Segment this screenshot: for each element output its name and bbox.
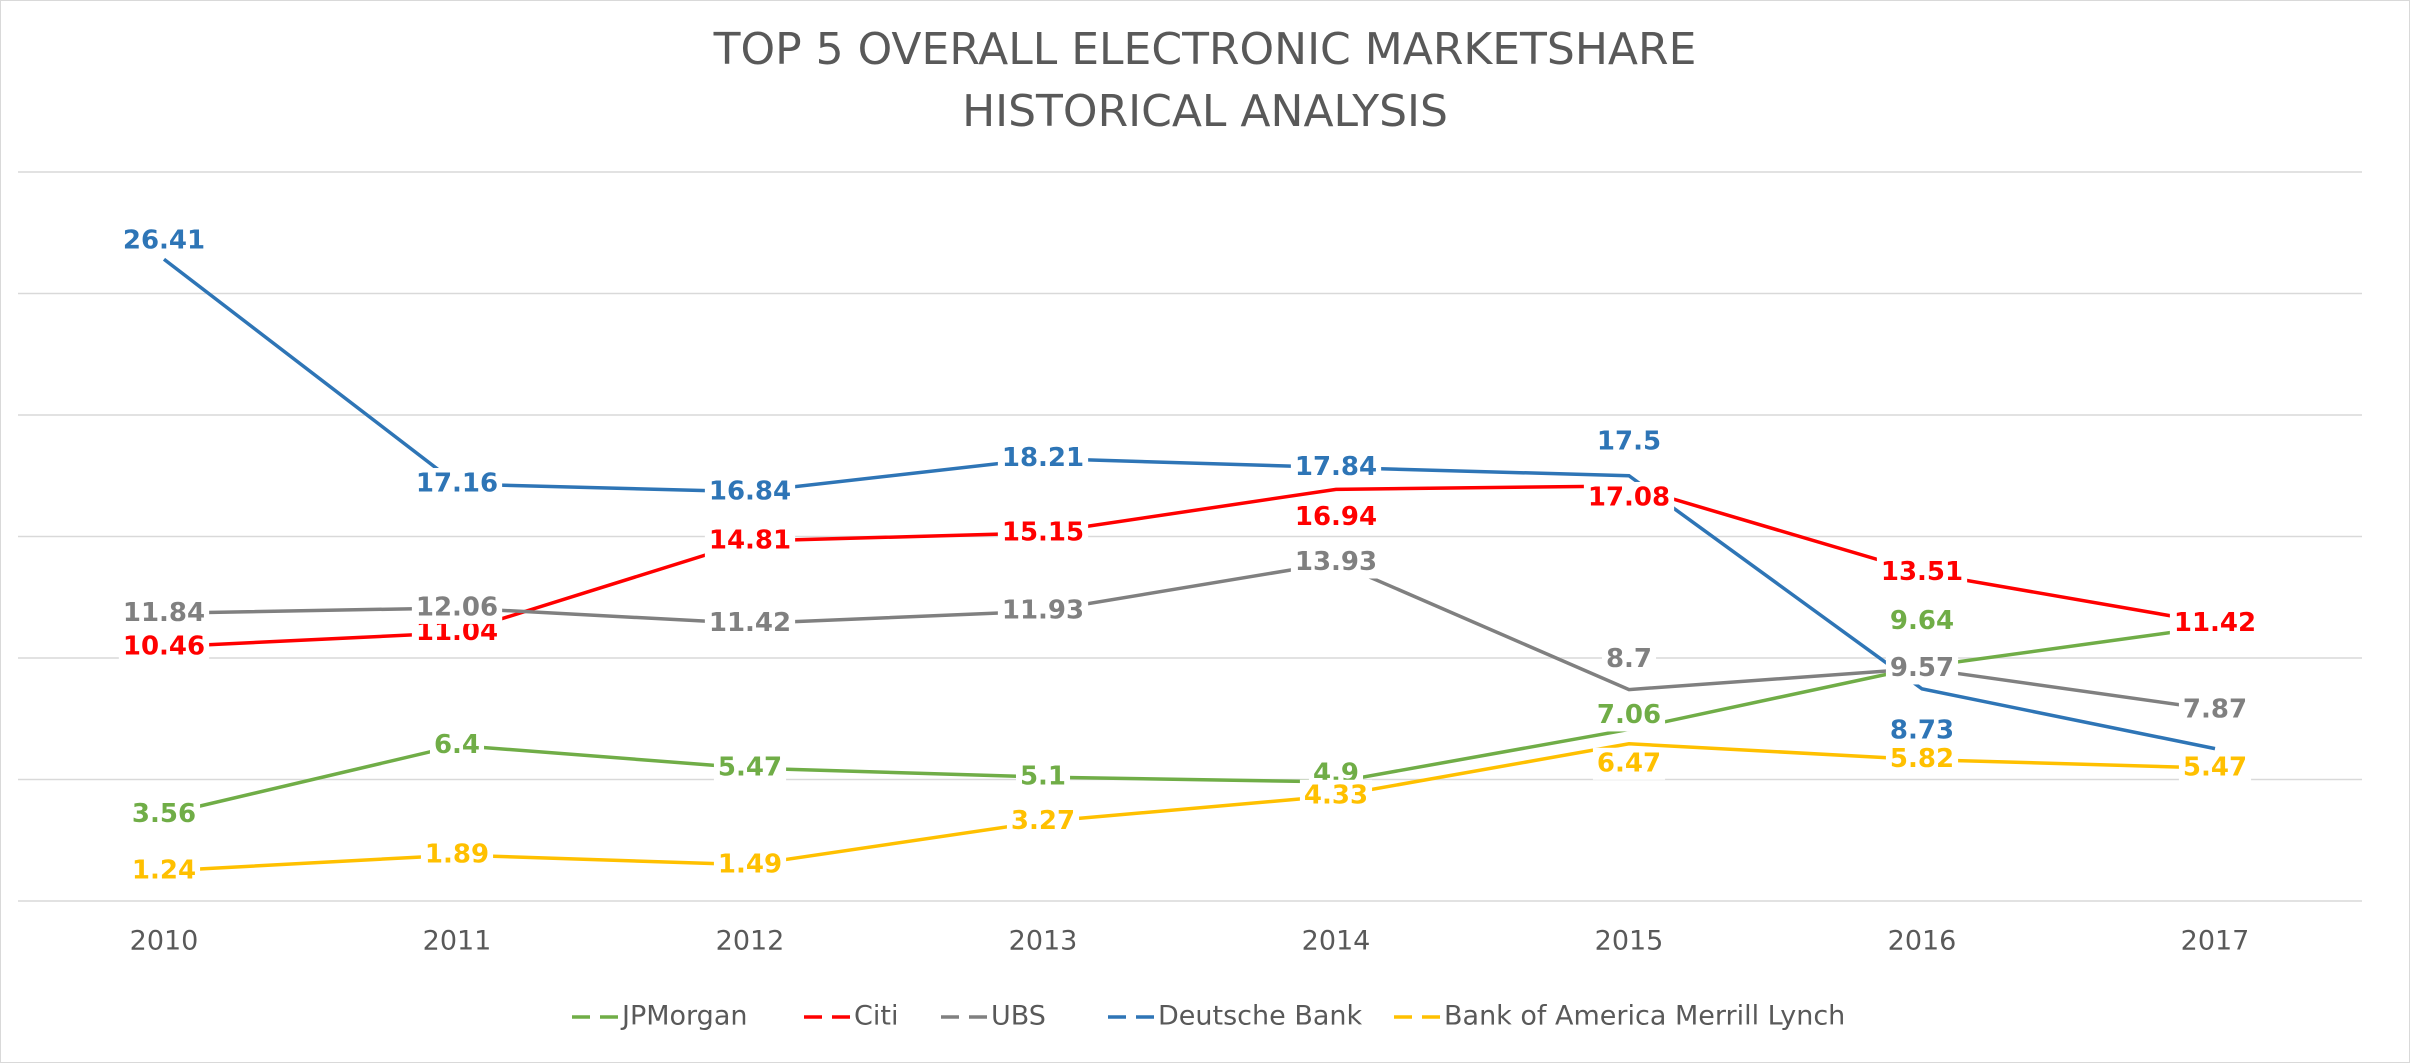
data-label-bg <box>704 607 796 640</box>
data-label-bg <box>704 525 796 558</box>
series-line <box>163 560 2216 712</box>
data-label: 1.89 <box>425 840 489 870</box>
data-label: 7.87 <box>2183 694 2247 724</box>
data-label: 11.84 <box>123 598 205 628</box>
data-label-bg <box>411 591 503 624</box>
data-label: 16.84 <box>709 476 791 506</box>
data-label: 26.41 <box>123 226 205 256</box>
data-label-bg <box>2178 693 2252 726</box>
data-label: 17.08 <box>1588 482 1670 512</box>
data-label: 9.57 <box>1890 653 1954 683</box>
data-label: 9.64 <box>1890 606 1954 636</box>
legend-label: Citi <box>854 1001 898 1032</box>
data-label: 3.27 <box>1011 806 1075 836</box>
data-label-bg <box>997 442 1089 475</box>
data-label: 14.81 <box>709 526 791 556</box>
data-label: 17.5 <box>1597 426 1661 456</box>
data-label: 6.47 <box>1597 748 1661 778</box>
data-label-bg <box>429 729 485 762</box>
data-label-bg <box>1290 501 1382 534</box>
data-label-bg <box>713 752 787 785</box>
data-label: 16.94 <box>1295 502 1377 532</box>
x-tick-label: 2017 <box>2181 926 2250 957</box>
data-label-bg <box>1885 714 1959 747</box>
data-label: 5.1 <box>1020 762 1066 792</box>
legend-label: Deutsche Bank <box>1158 1001 1362 1032</box>
data-label-bg <box>2169 607 2261 640</box>
data-label-bg <box>713 848 787 881</box>
data-label-bg <box>1290 546 1382 579</box>
data-label-bg <box>1583 481 1675 514</box>
data-label-bg <box>2178 752 2252 785</box>
series-line <box>162 257 2216 751</box>
data-label: 12.06 <box>416 592 498 622</box>
data-label-bg <box>1592 425 1666 458</box>
legend-label: JPMorgan <box>620 1001 747 1032</box>
x-tick-label: 2015 <box>1595 926 1664 957</box>
series-line <box>163 624 2216 817</box>
data-label: 3.56 <box>132 799 196 829</box>
data-label-bg <box>1885 605 1959 638</box>
legend-label: UBS <box>991 1001 1046 1032</box>
data-label: 8.7 <box>1606 644 1652 674</box>
data-label: 7.06 <box>1597 700 1661 730</box>
data-label-bg <box>997 595 1089 628</box>
data-label-bg <box>420 839 494 872</box>
data-label-bg <box>1601 643 1657 676</box>
data-label: 5.82 <box>1890 744 1954 774</box>
legend-label: Bank of America Merrill Lynch <box>1444 1001 1845 1032</box>
data-label-bg <box>118 630 210 663</box>
data-label-bg <box>1876 556 1968 589</box>
data-label-bg <box>1015 761 1071 794</box>
data-label-bg <box>1299 779 1373 812</box>
data-label-bg <box>1006 805 1080 838</box>
data-label: 18.21 <box>1002 443 1084 473</box>
data-label-bg <box>118 225 210 258</box>
data-label: 15.15 <box>1002 517 1084 547</box>
data-label: 10.46 <box>123 631 205 661</box>
data-label: 17.16 <box>416 469 498 499</box>
data-label-bg <box>127 798 201 831</box>
chart-subtitle: HISTORICAL ANALYSIS <box>962 86 1448 137</box>
data-label-bg <box>704 475 796 508</box>
data-label: 11.93 <box>1002 596 1084 626</box>
data-label-bg <box>411 468 503 501</box>
data-label-bg <box>997 516 1089 549</box>
data-label: 11.42 <box>2174 608 2256 638</box>
data-label-bg <box>1885 652 1959 685</box>
data-label: 13.93 <box>1295 547 1377 577</box>
data-label: 13.51 <box>1881 557 1963 587</box>
x-tick-label: 2014 <box>1302 926 1371 957</box>
x-tick-label: 2011 <box>423 926 492 957</box>
data-label: 17.84 <box>1295 452 1377 482</box>
data-label: 6.4 <box>434 730 480 760</box>
data-label: 5.47 <box>718 753 782 783</box>
data-label: 11.42 <box>709 608 791 638</box>
data-label: 4.33 <box>1304 780 1368 810</box>
series-line <box>163 742 2216 873</box>
data-label-bg <box>118 597 210 630</box>
data-label-bg <box>1290 451 1382 484</box>
data-label: 5.47 <box>2183 753 2247 783</box>
data-label-bg <box>1592 747 1666 780</box>
chart-title: TOP 5 OVERALL ELECTRONIC MARKETSHARE <box>713 24 1697 75</box>
data-label-bg <box>1592 699 1666 732</box>
x-tick-label: 2012 <box>716 926 785 957</box>
data-label: 1.24 <box>132 855 196 885</box>
data-label: 1.49 <box>718 849 782 879</box>
data-label: 8.73 <box>1890 715 1954 745</box>
data-label-bg <box>127 854 201 887</box>
x-tick-label: 2013 <box>1009 926 1078 957</box>
x-tick-label: 2010 <box>130 926 199 957</box>
data-label-bg <box>1885 743 1959 776</box>
x-tick-label: 2016 <box>1888 926 1957 957</box>
series-line <box>163 484 2216 649</box>
